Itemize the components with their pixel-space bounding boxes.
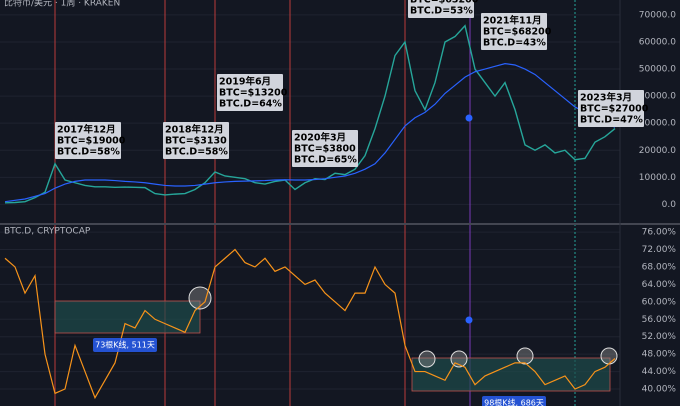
annotation-text: 2017年12月 [57, 124, 116, 136]
range-box [54, 300, 201, 334]
range-label: 98根K线, 686天 [484, 398, 544, 406]
y-tick-label: 70000.0 [639, 10, 676, 20]
annotation-text: BTC.D=58% [57, 147, 120, 158]
series-line [4, 24, 616, 204]
chart-title: 比特币/美元 · 1周 · KRAKEN [4, 0, 120, 9]
annotation-text: BTC=$13200 [219, 88, 288, 99]
y-tick-label: 40.00% [642, 385, 677, 395]
highlight-circle [188, 286, 212, 310]
y-tick-label: 10000.0 [639, 173, 676, 183]
annotation-text: BTC=$3130 [165, 136, 227, 147]
annotation-text: BTC=$19000 [57, 136, 126, 147]
y-tick-label: 60000.0 [639, 37, 676, 47]
annotation-text: BTC.D=43% [483, 38, 546, 49]
annotation-box [408, 0, 474, 18]
y-tick-label: 72.00% [642, 245, 677, 255]
range-label-box [93, 338, 157, 352]
y-tick-label: 20000.0 [639, 146, 676, 156]
y-tick-label: 60.00% [642, 297, 677, 307]
range-box [411, 357, 611, 392]
annotation-text: 2019年6月 [219, 76, 271, 88]
y-tick-label: 56.00% [642, 315, 677, 325]
marker-dot [465, 316, 473, 324]
annotation-text: BTC=$63200 [410, 0, 479, 6]
annotation-text: 2021年11月 [483, 15, 542, 27]
annotation-text: 2023年3月 [580, 92, 632, 104]
plot-layer [4, 0, 618, 406]
y-tick-label: 44.00% [642, 367, 677, 377]
event-lines [54, 0, 576, 406]
series-line [4, 248, 616, 400]
chart-title: BTC.D, CRYPTOCAP [4, 227, 91, 237]
series-line [4, 63, 616, 203]
range-label: 73根K线, 511天 [95, 340, 155, 350]
y-tick-label: 52.00% [642, 332, 677, 342]
annotation-box [292, 130, 358, 167]
annotation-box [481, 13, 547, 50]
highlight-circle [600, 347, 618, 365]
annotation-text: BTC.D=58% [165, 147, 228, 158]
annotation-text: BTC.D=65% [294, 155, 357, 166]
annotation-text: BTC=$27000 [580, 104, 649, 115]
annotation-text: BTC=$3800 [294, 144, 356, 155]
annotation-text: BTC=$68200 [483, 27, 552, 38]
range-label-box [482, 396, 546, 406]
annotation-box [55, 122, 121, 159]
highlight-circle [516, 347, 534, 365]
highlight-circle [418, 350, 436, 368]
annotation-text: BTC.D=47% [580, 115, 643, 126]
annotation-text: 2018年12月 [165, 124, 224, 136]
annotation-text: 2020年3月 [294, 132, 346, 144]
y-tick-label: 40000.0 [639, 92, 676, 102]
marker-dot [465, 114, 473, 122]
y-tick-label: 30000.0 [639, 119, 676, 129]
annotation-box [578, 90, 644, 127]
y-tick-label: 64.00% [642, 280, 677, 290]
y-tick-label: 68.00% [642, 262, 677, 272]
y-tick-label: 76.00% [642, 228, 677, 238]
y-tick-label: 48.00% [642, 350, 677, 360]
annotation-box [217, 74, 283, 111]
annotation-text: BTC.D=53% [410, 6, 473, 17]
y-tick-label: 0.0 [662, 200, 677, 210]
annotation-box [163, 122, 229, 159]
y-tick-label: 50000.0 [639, 65, 676, 75]
annotation-text: BTC.D=64% [219, 99, 282, 110]
